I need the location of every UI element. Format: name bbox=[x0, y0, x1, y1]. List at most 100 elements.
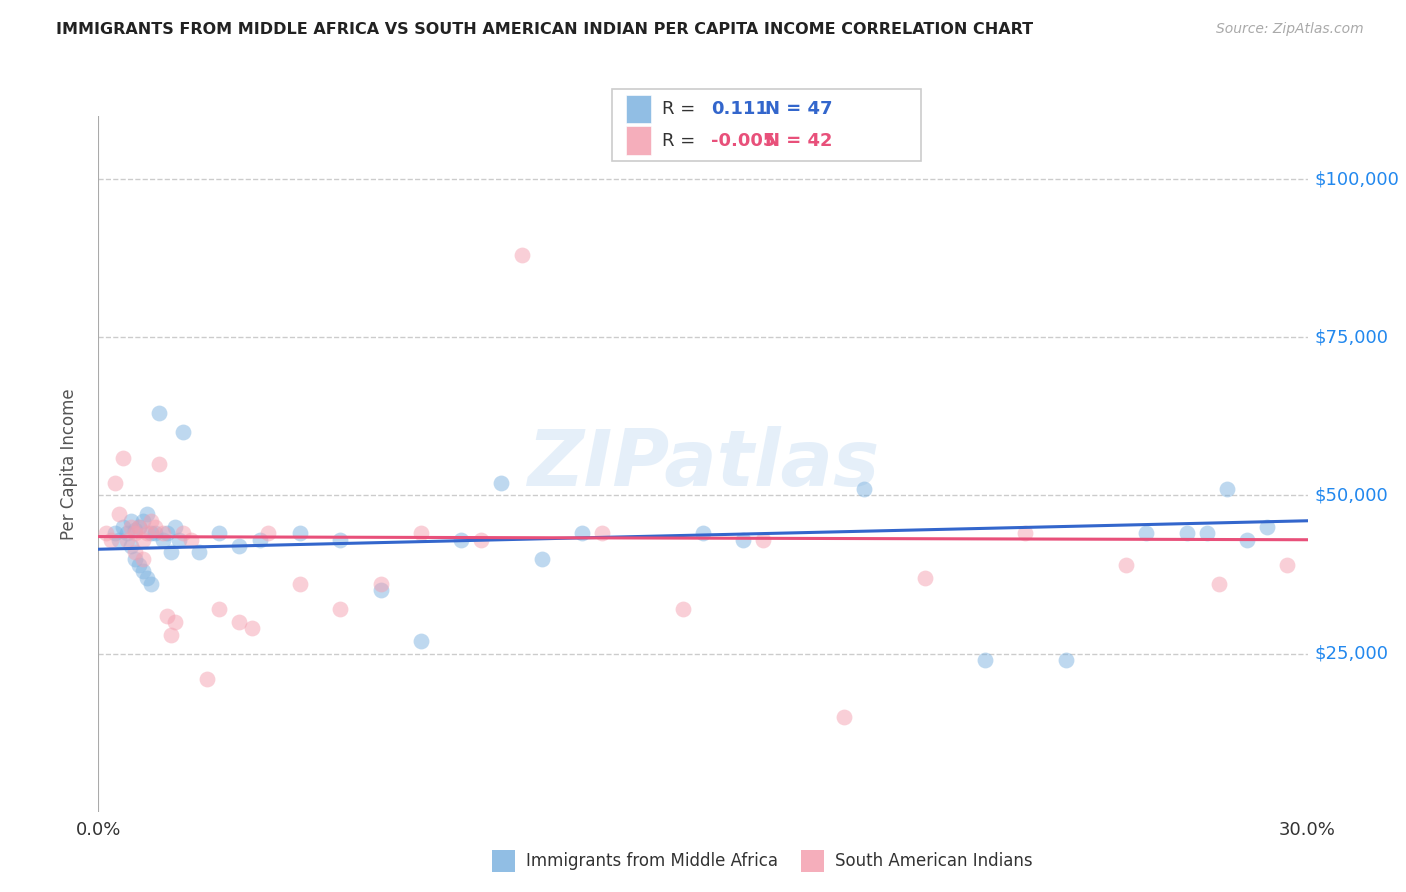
Point bbox=[591, 526, 613, 541]
Point bbox=[1256, 520, 1278, 534]
Point bbox=[853, 482, 876, 496]
Text: IMMIGRANTS FROM MIDDLE AFRICA VS SOUTH AMERICAN INDIAN PER CAPITA INCOME CORRELA: IMMIGRANTS FROM MIDDLE AFRICA VS SOUTH A… bbox=[56, 22, 1033, 37]
Point bbox=[1216, 482, 1239, 496]
Point bbox=[139, 577, 162, 591]
Text: $100,000: $100,000 bbox=[1315, 170, 1399, 188]
Point bbox=[1208, 577, 1230, 591]
Point bbox=[120, 520, 142, 534]
Text: R =: R = bbox=[662, 132, 696, 150]
Point bbox=[132, 551, 155, 566]
Point bbox=[139, 514, 162, 528]
Point bbox=[124, 545, 146, 559]
Point bbox=[107, 533, 129, 547]
Point bbox=[115, 526, 138, 541]
Point bbox=[571, 526, 593, 541]
Point bbox=[100, 533, 122, 547]
Point bbox=[132, 565, 155, 579]
Y-axis label: Per Capita Income: Per Capita Income bbox=[59, 388, 77, 540]
Point bbox=[128, 558, 150, 572]
Point bbox=[143, 520, 166, 534]
Point bbox=[409, 634, 432, 648]
Point bbox=[733, 533, 755, 547]
Text: N = 47: N = 47 bbox=[765, 100, 832, 118]
Point bbox=[172, 526, 194, 541]
Text: South American Indians: South American Indians bbox=[835, 852, 1033, 870]
Point bbox=[160, 545, 183, 559]
Point bbox=[124, 551, 146, 566]
Point bbox=[329, 602, 352, 616]
Point bbox=[450, 533, 472, 547]
Point bbox=[163, 615, 186, 629]
Point bbox=[329, 533, 352, 547]
Point bbox=[120, 539, 142, 553]
Point bbox=[692, 526, 714, 541]
Point bbox=[288, 526, 311, 541]
Point bbox=[152, 526, 174, 541]
Point bbox=[370, 577, 392, 591]
Point bbox=[672, 602, 695, 616]
Point bbox=[96, 526, 118, 541]
Point bbox=[240, 621, 263, 635]
Point bbox=[188, 545, 211, 559]
Point bbox=[148, 457, 170, 471]
Text: $75,000: $75,000 bbox=[1315, 328, 1389, 346]
Point bbox=[120, 514, 142, 528]
Text: N = 42: N = 42 bbox=[765, 132, 832, 150]
Point bbox=[491, 475, 513, 490]
Point bbox=[409, 526, 432, 541]
Point bbox=[156, 526, 179, 541]
Text: 0.111: 0.111 bbox=[711, 100, 768, 118]
Point bbox=[1135, 526, 1157, 541]
Point bbox=[470, 533, 492, 547]
Point bbox=[208, 526, 231, 541]
Point bbox=[256, 526, 278, 541]
Point bbox=[1054, 653, 1077, 667]
Point bbox=[1014, 526, 1036, 541]
Point bbox=[148, 406, 170, 420]
Point bbox=[228, 615, 250, 629]
Point bbox=[914, 571, 936, 585]
Point bbox=[163, 520, 186, 534]
Point bbox=[1195, 526, 1218, 541]
Point bbox=[139, 526, 162, 541]
Point bbox=[135, 508, 157, 522]
Point bbox=[1236, 533, 1258, 547]
Point bbox=[530, 551, 553, 566]
Point bbox=[249, 533, 271, 547]
Point bbox=[1115, 558, 1137, 572]
Point bbox=[1277, 558, 1299, 572]
Point bbox=[208, 602, 231, 616]
Text: -0.005: -0.005 bbox=[711, 132, 776, 150]
Point bbox=[143, 526, 166, 541]
Point bbox=[370, 583, 392, 598]
Text: ZIPatlas: ZIPatlas bbox=[527, 425, 879, 502]
Text: $50,000: $50,000 bbox=[1315, 486, 1388, 505]
Point bbox=[111, 520, 134, 534]
Point bbox=[103, 475, 125, 490]
Point bbox=[132, 533, 155, 547]
Text: R =: R = bbox=[662, 100, 696, 118]
Point bbox=[152, 533, 174, 547]
Point bbox=[752, 533, 775, 547]
Point bbox=[128, 520, 150, 534]
Point bbox=[111, 450, 134, 465]
Point bbox=[832, 710, 855, 724]
Point bbox=[128, 520, 150, 534]
Point bbox=[974, 653, 997, 667]
Point bbox=[167, 533, 190, 547]
Point bbox=[107, 508, 129, 522]
Point bbox=[180, 533, 202, 547]
Text: $25,000: $25,000 bbox=[1315, 645, 1389, 663]
Text: Immigrants from Middle Africa: Immigrants from Middle Africa bbox=[526, 852, 778, 870]
Point bbox=[124, 526, 146, 541]
Point bbox=[195, 672, 218, 686]
Point bbox=[228, 539, 250, 553]
Point bbox=[1175, 526, 1198, 541]
Point bbox=[103, 526, 125, 541]
Point bbox=[124, 523, 146, 537]
Point bbox=[135, 571, 157, 585]
Point bbox=[160, 627, 183, 641]
Point bbox=[172, 425, 194, 440]
Point bbox=[156, 608, 179, 623]
Point bbox=[115, 533, 138, 547]
